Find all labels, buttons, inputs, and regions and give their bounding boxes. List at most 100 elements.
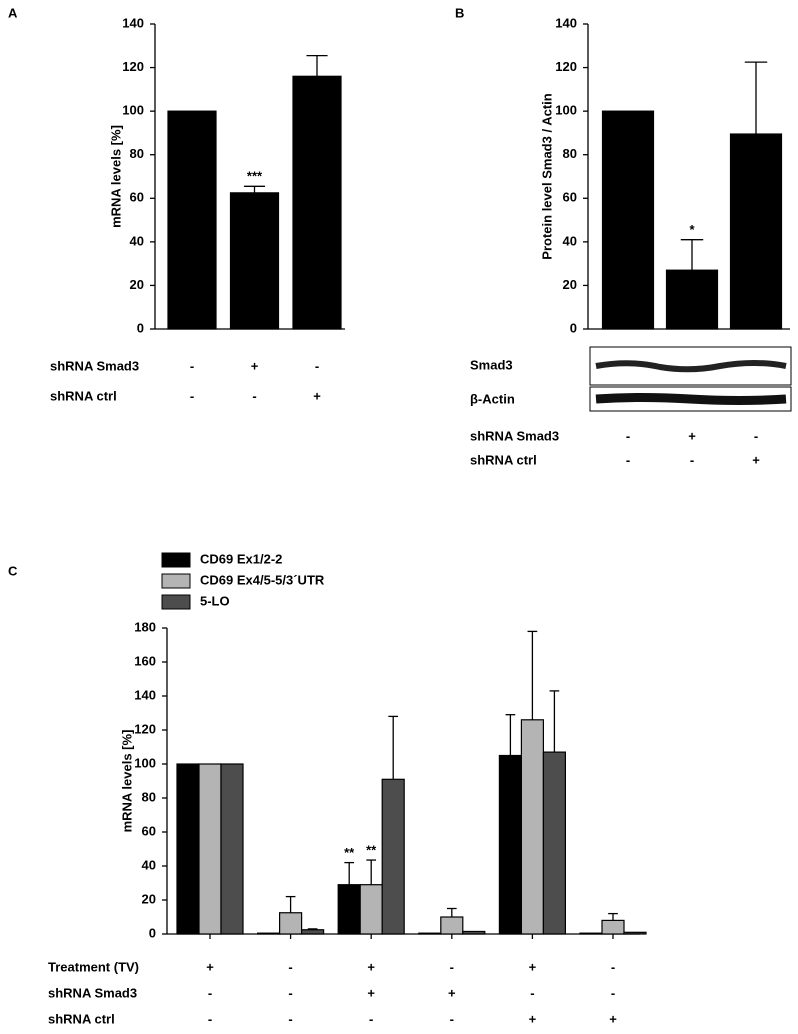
y-tick-label: 100 bbox=[134, 755, 156, 770]
condition-sign: + bbox=[367, 959, 375, 974]
bar bbox=[359, 884, 383, 935]
y-tick-label: 140 bbox=[555, 15, 577, 30]
y-tick-label: 100 bbox=[555, 103, 577, 118]
y-tick-label: 20 bbox=[563, 277, 577, 292]
condition-sign: + bbox=[313, 388, 321, 403]
y-tick-label: 180 bbox=[134, 619, 156, 634]
condition-sign: + bbox=[752, 452, 760, 467]
legend-label: CD69 Ex4/5-5/3´UTR bbox=[200, 572, 325, 587]
blot-label: Smad3 bbox=[470, 357, 513, 372]
legend-label: 5-LO bbox=[200, 593, 230, 608]
blot-smad3-band bbox=[595, 360, 787, 373]
bar bbox=[579, 932, 603, 935]
bar bbox=[601, 919, 625, 935]
significance: ** bbox=[366, 842, 377, 857]
bar bbox=[229, 192, 280, 330]
condition-sign: - bbox=[252, 388, 256, 403]
condition-sign: - bbox=[626, 452, 630, 467]
condition-sign: - bbox=[190, 358, 194, 373]
condition-sign: - bbox=[288, 959, 292, 974]
condition-sign: - bbox=[450, 959, 454, 974]
y-tick-label: 40 bbox=[130, 233, 144, 248]
condition-sign: - bbox=[611, 959, 615, 974]
y-tick-label: 100 bbox=[122, 103, 144, 118]
condition-sign: - bbox=[288, 1011, 292, 1026]
bar bbox=[167, 110, 217, 330]
condition-label: shRNA Smad3 bbox=[470, 428, 559, 443]
y-tick-label: 120 bbox=[134, 721, 156, 736]
bar bbox=[462, 930, 486, 935]
condition-sign: - bbox=[315, 358, 319, 373]
y-tick-label: 60 bbox=[142, 823, 156, 838]
y-tick-label: 140 bbox=[134, 687, 156, 702]
y-tick-label: 160 bbox=[134, 653, 156, 668]
bar bbox=[198, 763, 222, 935]
condition-sign: - bbox=[626, 428, 630, 443]
y-tick-label: 0 bbox=[137, 320, 144, 335]
y-tick-label: 80 bbox=[142, 789, 156, 804]
condition-sign: - bbox=[208, 1011, 212, 1026]
y-tick-label: 20 bbox=[142, 891, 156, 906]
bar bbox=[498, 754, 522, 935]
y-axis-label: Protein level Smad3 / Actin bbox=[539, 93, 554, 259]
significance: * bbox=[689, 222, 695, 237]
bar bbox=[292, 75, 342, 330]
condition-sign: + bbox=[609, 1011, 617, 1026]
y-tick-label: 120 bbox=[555, 59, 577, 74]
bar bbox=[520, 719, 545, 935]
bar bbox=[257, 932, 281, 935]
condition-label: shRNA Smad3 bbox=[50, 358, 139, 373]
condition-sign: - bbox=[611, 985, 615, 1000]
bar bbox=[381, 778, 405, 935]
y-tick-label: 0 bbox=[149, 925, 156, 940]
condition-sign: + bbox=[367, 985, 375, 1000]
y-tick-label: 120 bbox=[122, 59, 144, 74]
condition-sign: - bbox=[208, 985, 212, 1000]
condition-sign: - bbox=[450, 1011, 454, 1026]
condition-sign: - bbox=[190, 388, 194, 403]
significance: ** bbox=[344, 845, 355, 860]
bar bbox=[440, 916, 464, 935]
bar bbox=[665, 269, 719, 330]
bar bbox=[176, 763, 200, 935]
condition-sign: - bbox=[754, 428, 758, 443]
y-tick-label: 80 bbox=[130, 146, 144, 161]
panel-label: C bbox=[8, 563, 18, 578]
condition-sign: + bbox=[206, 959, 214, 974]
condition-sign: + bbox=[529, 959, 537, 974]
y-tick-label: 0 bbox=[570, 320, 577, 335]
bar bbox=[220, 763, 244, 935]
legend-swatch bbox=[161, 552, 191, 568]
bar bbox=[301, 929, 325, 935]
significance: *** bbox=[247, 169, 263, 184]
y-axis-label: mRNA levels [%] bbox=[108, 125, 123, 228]
condition-label: shRNA ctrl bbox=[48, 1011, 115, 1026]
condition-sign: - bbox=[690, 452, 694, 467]
legend-swatch bbox=[161, 594, 191, 610]
y-tick-label: 80 bbox=[563, 146, 577, 161]
condition-sign: + bbox=[688, 428, 696, 443]
blot-actin-band bbox=[595, 393, 787, 405]
bar bbox=[279, 912, 303, 935]
panel-label: A bbox=[8, 5, 18, 20]
y-tick-label: 20 bbox=[130, 277, 144, 292]
blot-label: β-Actin bbox=[470, 391, 515, 406]
bar bbox=[418, 932, 442, 935]
bar bbox=[729, 133, 783, 330]
y-tick-label: 40 bbox=[142, 857, 156, 872]
panel-label: B bbox=[455, 5, 464, 20]
condition-label: shRNA Smad3 bbox=[48, 985, 137, 1000]
condition-sign: + bbox=[251, 358, 259, 373]
condition-label: shRNA ctrl bbox=[50, 388, 117, 403]
bar bbox=[623, 931, 647, 935]
condition-label: shRNA ctrl bbox=[470, 452, 537, 467]
y-tick-label: 60 bbox=[130, 190, 144, 205]
y-tick-label: 140 bbox=[122, 15, 144, 30]
legend-swatch bbox=[161, 573, 191, 589]
y-axis-label: mRNA levels [%] bbox=[119, 730, 134, 833]
bar bbox=[337, 884, 361, 935]
condition-sign: - bbox=[288, 985, 292, 1000]
condition-sign: + bbox=[448, 985, 456, 1000]
bar bbox=[542, 751, 567, 935]
condition-sign: - bbox=[369, 1011, 373, 1026]
